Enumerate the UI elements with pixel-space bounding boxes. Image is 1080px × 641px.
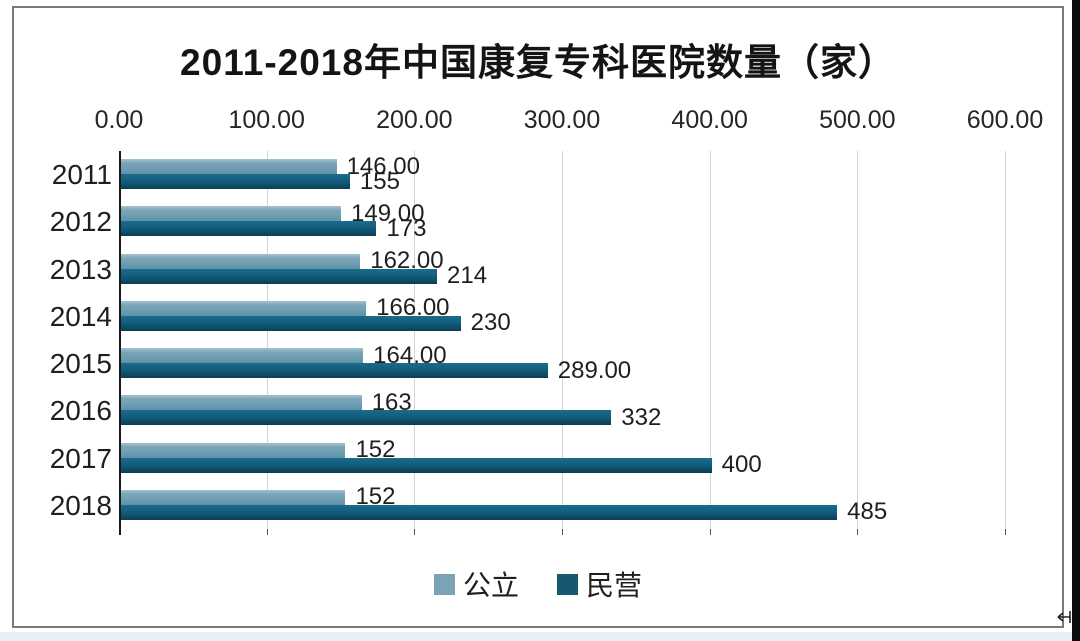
public-bar-2018 (121, 489, 346, 505)
gridline (857, 151, 859, 529)
private-bar-value-2015: 289.00 (557, 356, 632, 384)
private-bar-value-2012: 173 (386, 214, 427, 242)
private-bar-value-2011: 155 (359, 167, 400, 195)
private-bar-value-2016: 332 (621, 403, 662, 431)
public-bar-value-2014: 166.00 (376, 294, 450, 322)
axis-tick-mark (1005, 529, 1006, 535)
private-bar-2016 (121, 410, 612, 426)
legend-label-private: 民营 (586, 570, 643, 601)
category-label-2013: 2013 (49, 253, 112, 285)
private-bar-value-2014: 230 (470, 309, 511, 337)
chart-title: 2011-2018年中国康复专科医院数量（家） (180, 42, 896, 83)
gridline (414, 151, 416, 529)
private-bar-2014 (121, 315, 461, 331)
category-label-2015: 2015 (49, 348, 112, 379)
right-edge-strip (1072, 0, 1080, 641)
legend-item-public: 公立 (433, 564, 519, 604)
private-bar-2011 (121, 174, 350, 190)
category-label-2011: 2011 (51, 159, 112, 190)
legend: 公立 民营 (14, 564, 1062, 604)
public-bar-value-2018: 152 (355, 483, 396, 511)
public-bar-2016 (121, 395, 362, 411)
x-axis-tick-label: 500.00 (819, 106, 896, 134)
bar-group-2018: 152 485 (121, 482, 1007, 529)
category-label-2018: 2018 (49, 489, 112, 521)
private-bar-2012 (121, 221, 377, 237)
bar-group-2011: 146.00 155 (121, 151, 1007, 198)
category-label-2016: 2016 (49, 395, 112, 427)
gridline (562, 151, 563, 529)
bar-group-2012: 149.00 173 (121, 198, 1007, 245)
category-label-2012: 2012 (49, 206, 112, 238)
cursor-artifact (1056, 608, 1074, 626)
x-axis-tick-label: 0.00 (94, 106, 144, 134)
private-bar-2017 (121, 457, 712, 473)
public-bar-value-2016: 163 (371, 388, 412, 416)
y-axis-line (119, 151, 121, 535)
x-axis-tick-label: 200.00 (376, 106, 453, 134)
legend-item-private: 民营 (557, 564, 642, 604)
axis-tick-mark (857, 529, 859, 535)
x-axis-tick-label: 400.00 (671, 106, 748, 134)
public-series-swatch (433, 573, 455, 595)
x-axis-tick-label: 300.00 (523, 106, 601, 134)
private-bar-value-2018: 485 (847, 498, 888, 526)
private-bar-2018 (121, 504, 838, 520)
bar-group-2014: 166.00 230 (121, 293, 1007, 340)
bar-group-2016: 163 332 (121, 387, 1007, 434)
public-bar-value-2012: 149.00 (351, 199, 425, 227)
gridline (1005, 151, 1006, 529)
axis-tick-mark (414, 529, 416, 535)
public-bar-2014 (121, 300, 367, 316)
category-label-2014: 2014 (49, 300, 112, 332)
private-series-swatch (557, 573, 578, 595)
public-bar-value-2011: 146.00 (346, 152, 420, 180)
public-bar-2011 (121, 159, 337, 175)
legend-label-public: 公立 (462, 570, 519, 601)
public-bar-2013 (121, 253, 361, 269)
private-bar-2013 (121, 268, 437, 284)
bar-group-2013: 162.00 214 (121, 246, 1007, 293)
public-bar-value-2015: 164.00 (373, 341, 447, 369)
bar-group-2015: 164.00 289.00 (121, 340, 1007, 387)
bar-group-2017: 152 400 (121, 435, 1007, 482)
public-bar-value-2013: 162.00 (370, 247, 444, 275)
chart-frame: 2011-2018年中国康复专科医院数量（家） 0.00 100.00 200.00… (12, 6, 1064, 628)
public-bar-2017 (121, 442, 346, 458)
axis-tick-mark (266, 529, 268, 535)
gridline (709, 151, 711, 529)
public-bar-value-2017: 152 (355, 436, 396, 464)
private-bar-value-2013: 214 (447, 262, 488, 290)
axis-tick-mark (562, 529, 563, 535)
bottom-edge-strip (0, 632, 1072, 641)
category-label-2017: 2017 (49, 442, 112, 474)
private-bar-2015 (121, 363, 548, 379)
axis-tick-mark (709, 529, 711, 535)
public-bar-2015 (121, 348, 364, 364)
public-bar-2012 (121, 206, 342, 222)
private-bar-value-2017: 400 (721, 451, 762, 479)
x-axis-tick-label: 600.00 (966, 106, 1044, 134)
x-axis-tick-label: 100.00 (228, 106, 305, 134)
gridline (266, 151, 268, 529)
